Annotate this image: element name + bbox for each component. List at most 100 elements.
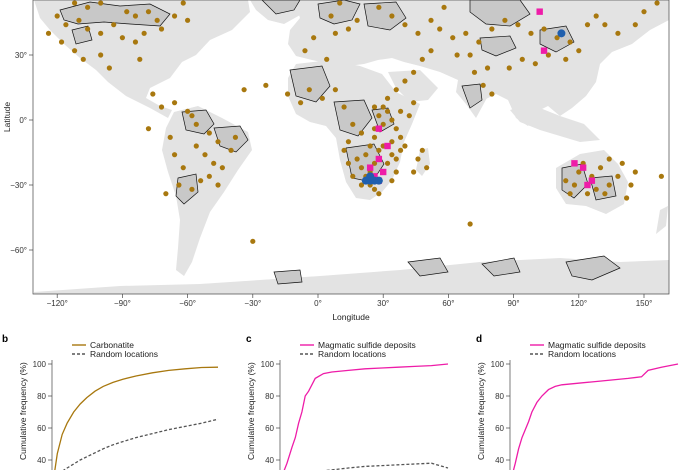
- carbonatite-point: [428, 48, 434, 54]
- carbonatite-point: [597, 165, 604, 171]
- craton-indian: [461, 83, 483, 109]
- carbonatite-point: [98, 30, 104, 36]
- longitude-tick-label: −60°: [179, 299, 196, 308]
- craton-west-african: [289, 65, 331, 103]
- carbonatite-point: [471, 69, 478, 75]
- carbonatite-point: [393, 126, 399, 132]
- magmatic-sulfide-point: [579, 164, 587, 171]
- carbonatite-point: [419, 56, 425, 62]
- carbonatite-point: [476, 39, 482, 45]
- carbonatite-point: [463, 30, 469, 36]
- carbonatite-point: [415, 30, 421, 36]
- carbonatite-point: [58, 39, 65, 45]
- carbonatite-point: [167, 134, 173, 140]
- carbonatite-point: [358, 182, 365, 188]
- carbonatite-point: [467, 52, 473, 58]
- carbonatite-point: [80, 56, 86, 62]
- cumulative-frequency-line: [512, 363, 679, 470]
- carbonatite-point: [402, 143, 408, 149]
- magmatic-sulfide-point: [375, 125, 383, 132]
- carbonatite-point: [189, 113, 195, 119]
- carbonatite-point: [206, 130, 212, 136]
- carbonatite-point: [419, 147, 425, 153]
- carbonatite-point: [171, 13, 178, 19]
- carbonatite-point: [467, 221, 473, 227]
- longitude-tick-label: 120°: [571, 299, 588, 308]
- carbonatite-point: [185, 17, 191, 23]
- y-tick-label: 100: [261, 360, 275, 369]
- panel-b: b 40 60 80 100 Cumulative frequency (%) Carbon…: [2, 334, 219, 470]
- carbonatite-point: [602, 22, 608, 28]
- craton-antarctic-3: [481, 257, 521, 277]
- blue-deposit-point: [366, 172, 375, 181]
- craton-rio-de-la-plata: [175, 173, 199, 205]
- carbonatite-point: [176, 182, 182, 188]
- carbonatite-point: [532, 61, 538, 67]
- blue-deposit-point: [557, 29, 566, 38]
- longitude-tick-label: 150°: [636, 299, 653, 308]
- carbonatite-point: [215, 182, 221, 188]
- carbonatite-point: [571, 182, 578, 188]
- world-map: −120° −90° −60° −30° 0° 30° 60° 90° 120° 150° 30°…: [2, 0, 670, 322]
- carbonatite-point: [376, 4, 382, 10]
- carbonatite-point: [606, 156, 612, 162]
- longitude-tick-label: 90°: [508, 299, 520, 308]
- craton-antarctic-1: [273, 269, 303, 285]
- y-tick-label: 40: [495, 456, 504, 465]
- random-locations-line: [323, 462, 449, 470]
- carbonatite-point: [363, 152, 369, 158]
- craton-canadian-shield: [59, 1, 171, 27]
- carbonatite-point: [384, 95, 391, 101]
- carbonatite-point: [397, 134, 404, 140]
- carbonatite-point: [376, 113, 382, 119]
- craton-gawler: [589, 175, 617, 201]
- panel-letter: d: [476, 334, 482, 345]
- craton-yilgarn: [561, 163, 589, 199]
- carbonatite-point: [150, 91, 156, 97]
- magmatic-sulfide-point: [588, 177, 596, 184]
- carbonatite-point: [171, 152, 178, 158]
- carbonatite-point: [563, 56, 569, 62]
- carbonatite-point: [132, 39, 139, 45]
- panel-letter: b: [2, 334, 8, 345]
- longitude-axis-label: Longitude: [332, 312, 370, 322]
- carbonatite-point: [576, 48, 582, 54]
- carbonatite-point: [311, 35, 317, 41]
- carbonatite-point: [384, 160, 391, 166]
- carbonatite-point: [63, 22, 69, 28]
- legend-label: Random locations: [548, 349, 616, 359]
- carbonatite-point: [371, 186, 378, 192]
- carbonatite-point: [124, 9, 130, 15]
- carbonatite-point: [54, 13, 60, 19]
- legend-label: Carbonatite: [90, 340, 134, 350]
- carbonatite-point: [389, 117, 395, 123]
- map-frame: [32, 0, 670, 295]
- carbonatite-point: [180, 165, 186, 171]
- carbonatite-point: [393, 156, 399, 162]
- carbonatite-point: [284, 91, 291, 97]
- carbonatite-point: [371, 134, 378, 140]
- carbonatite-point: [215, 139, 221, 145]
- carbonatite-point: [541, 26, 547, 32]
- carbonatite-point: [584, 191, 591, 197]
- carbonatite-point: [411, 100, 417, 106]
- carbonatite-point: [185, 108, 191, 114]
- longitude-tick-label: −90°: [114, 299, 131, 308]
- carbonatite-point: [202, 152, 208, 158]
- carbonatite-point: [358, 165, 365, 171]
- carbonatite-point: [584, 22, 591, 28]
- carbonatite-point: [658, 173, 664, 179]
- carbonatite-point: [411, 169, 417, 175]
- carbonatite-point: [632, 22, 638, 28]
- y-tick-label: 100: [491, 360, 505, 369]
- magmatic-sulfide-point: [366, 164, 374, 171]
- carbonatite-point: [350, 173, 356, 179]
- carbonatite-point: [324, 56, 330, 62]
- land-arabia: [388, 70, 438, 102]
- carbonatite-point: [211, 160, 217, 166]
- carbonatite-point: [98, 0, 104, 6]
- carbonatite-point: [654, 0, 660, 6]
- magmatic-sulfide-point: [540, 47, 548, 54]
- carbonatite-point: [515, 22, 521, 28]
- carbonatite-point: [628, 182, 634, 188]
